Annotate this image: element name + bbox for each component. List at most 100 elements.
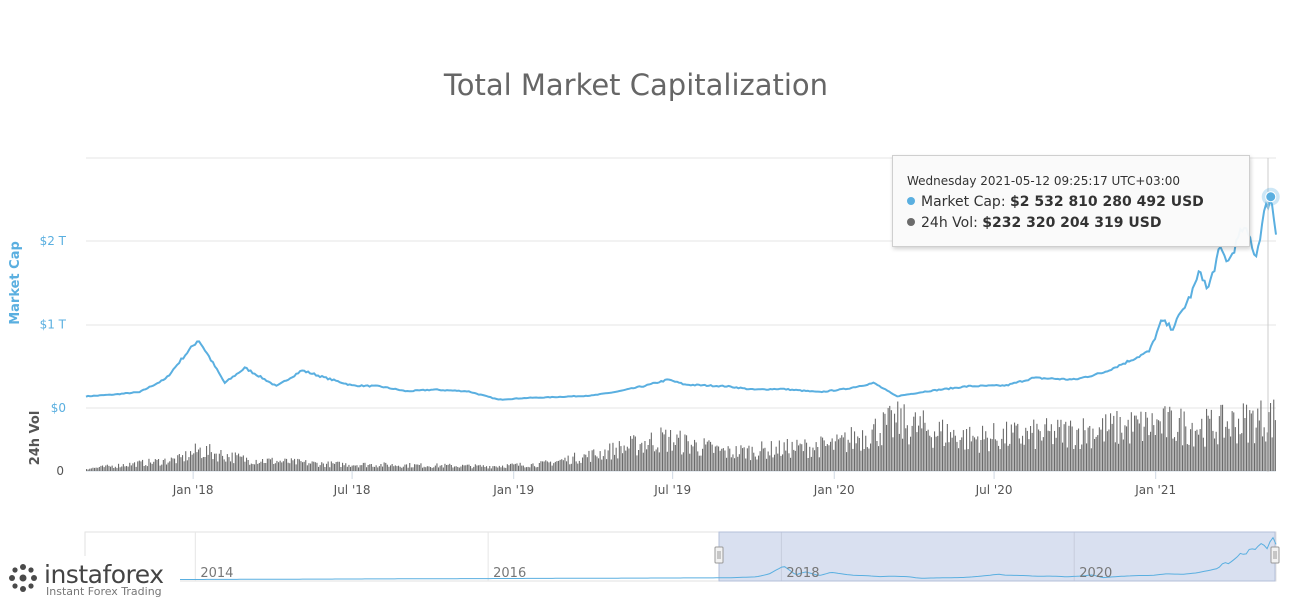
volume-bar (1238, 418, 1240, 471)
tooltip: Wednesday 2021-05-12 09:25:17 UTC+03:00 … (892, 155, 1250, 247)
volume-bar (543, 461, 545, 471)
volume-bar (886, 424, 888, 471)
navigator-label: 2014 (200, 566, 233, 581)
volume-bar (1063, 424, 1065, 471)
volume-bar (959, 440, 961, 471)
volume-bar (1250, 413, 1252, 471)
volume-bar (650, 432, 652, 471)
volume-bar (791, 441, 793, 471)
volume-bar (329, 467, 331, 471)
volume-bar (551, 465, 553, 471)
navigator-handle-right[interactable] (1270, 546, 1280, 564)
volume-bar (1127, 419, 1129, 471)
volume-bar (314, 462, 316, 471)
volume-bar (674, 445, 676, 471)
volume-bar (441, 465, 443, 471)
volume-bar (423, 466, 425, 471)
volume-bar (234, 452, 236, 471)
volume-bar (330, 461, 332, 471)
volume-bar (865, 435, 867, 471)
volume-bar (1201, 418, 1203, 471)
volume-bar (118, 463, 120, 471)
volume-bar (1204, 446, 1206, 471)
volume-bar (713, 452, 715, 471)
volume-bar (916, 432, 918, 471)
volume-bar (284, 458, 286, 471)
volume-bar (882, 412, 884, 471)
volume-bar (932, 447, 934, 471)
volume-bar (1050, 424, 1052, 471)
volume-bar (978, 452, 980, 471)
volume-bar (695, 442, 697, 471)
volume-bar (207, 454, 209, 471)
volume-bar (465, 465, 467, 471)
volume-bar (510, 463, 512, 471)
volume-bar (318, 466, 320, 471)
volume-bar (153, 461, 155, 471)
volume-bar (718, 446, 720, 471)
volume-bar (524, 467, 526, 471)
volume-bar (1039, 431, 1041, 471)
volume-bar (538, 463, 540, 471)
volume-bar (209, 444, 211, 471)
volume-bar (308, 463, 310, 471)
navigator-handle-left[interactable] (714, 546, 724, 564)
volume-bar (1186, 444, 1188, 471)
volume-bar (1178, 418, 1180, 471)
volume-bar (1082, 418, 1084, 471)
volume-bar (692, 446, 694, 471)
volume-bar (665, 429, 667, 471)
volume-bar (406, 464, 408, 471)
volume-bar (1255, 427, 1257, 471)
volume-bar (1014, 422, 1016, 471)
volume-bar (710, 441, 712, 471)
volume-bar (1023, 444, 1025, 471)
volume-bar (310, 463, 312, 471)
volume-bar (556, 461, 558, 471)
volume-bar (585, 454, 587, 471)
volume-bar (450, 465, 452, 471)
volume-bar (343, 465, 345, 471)
navigator[interactable]: 2014 2016 2018 2020 (84, 531, 1280, 582)
volume-bar (729, 448, 731, 471)
volume-bar (1065, 421, 1067, 471)
volume-bar (236, 455, 238, 471)
volume-bar (1012, 432, 1014, 471)
volume-bar (274, 463, 276, 471)
volume-bar (1105, 414, 1107, 471)
volume-bar (750, 460, 752, 471)
volume-bar (802, 451, 804, 471)
volume-bar (961, 437, 963, 471)
volume-bar (1193, 446, 1195, 471)
volume-bar (273, 464, 275, 471)
volume-bar (1150, 431, 1152, 471)
volume-bar (868, 448, 870, 471)
volume-bar (564, 457, 566, 471)
volume-bar (351, 465, 353, 471)
volume-bar (162, 460, 164, 471)
volume-bar (630, 436, 632, 471)
volume-bar (849, 442, 851, 471)
volume-bar (794, 450, 796, 471)
volume-bar (914, 412, 916, 471)
volume-bar (940, 431, 942, 471)
volume-bar (804, 439, 806, 471)
volume-bar (970, 441, 972, 471)
volume-bar (599, 451, 601, 471)
volume-bar (991, 439, 993, 471)
volume-bar (302, 462, 304, 471)
volume-bar (1089, 426, 1091, 471)
volume-bar (1249, 410, 1251, 471)
navigator-selection[interactable] (718, 531, 1276, 582)
volume-bar (1153, 425, 1155, 471)
hover-point[interactable] (1265, 191, 1277, 203)
volume-bar (271, 457, 273, 471)
volume-bar (900, 408, 902, 471)
volume-bar (1009, 443, 1011, 471)
volume-bar (798, 445, 800, 471)
volume-bar (862, 430, 864, 471)
volume-bar (614, 454, 616, 471)
volume-bar (1022, 435, 1024, 471)
volume-bar (1042, 437, 1044, 471)
volume-bar (926, 431, 928, 471)
